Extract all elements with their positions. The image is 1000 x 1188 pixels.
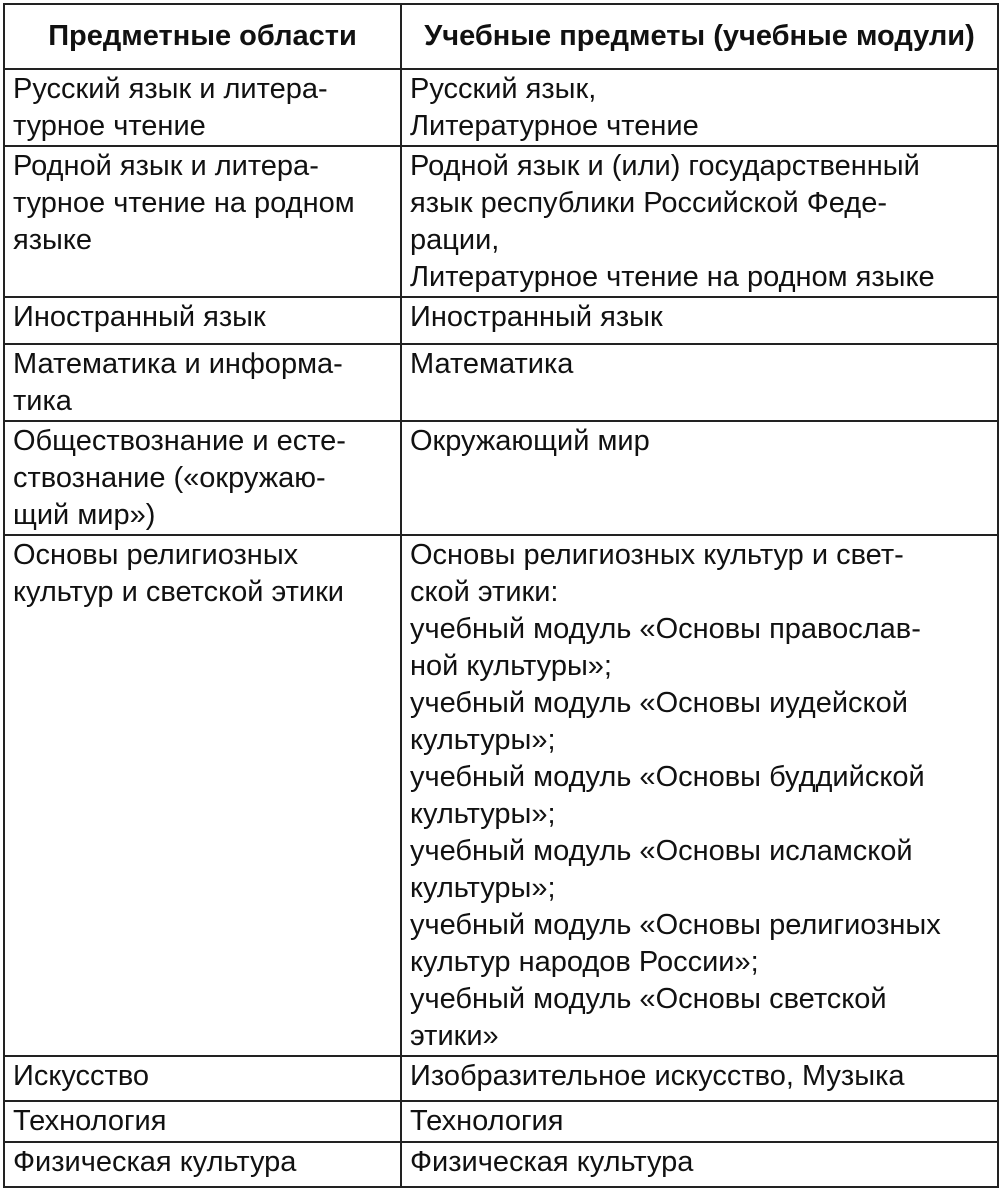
- area-cell: Искусство: [3, 1055, 402, 1102]
- table-row: Технология Технология: [3, 1100, 999, 1143]
- subjects-cell: Изобразительное искусство, Музыка: [400, 1055, 999, 1102]
- area-cell: Основы религиозных культур и светской эт…: [3, 534, 402, 1057]
- table-row: Иностранный язык Иностранный язык: [3, 296, 999, 345]
- subjects-cell: Физическая культура: [400, 1141, 999, 1188]
- area-cell: Обществознание и есте- ствознание («окру…: [3, 420, 402, 536]
- area-cell: Физическая культура: [3, 1141, 402, 1188]
- header-subject-areas: Предметные области: [3, 3, 402, 70]
- area-cell: Математика и информа- тика: [3, 343, 402, 422]
- subjects-cell: Технология: [400, 1100, 999, 1143]
- area-cell: Родной язык и литера- турное чтение на р…: [3, 145, 402, 298]
- header-subjects: Учебные предметы (учебные модули): [400, 3, 999, 70]
- area-cell: Иностранный язык: [3, 296, 402, 345]
- table-row: Физическая культура Физическая культура: [3, 1141, 999, 1188]
- subjects-cell: Родной язык и (или) государственный язык…: [400, 145, 999, 298]
- table-row: Родной язык и литера- турное чтение на р…: [3, 145, 999, 298]
- table-row: Обществознание и есте- ствознание («окру…: [3, 420, 999, 536]
- table-row: Основы религиозных культур и светской эт…: [3, 534, 999, 1057]
- subjects-cell: Математика: [400, 343, 999, 422]
- subjects-cell: Основы религиозных культур и свет- ской …: [400, 534, 999, 1057]
- table-row: Математика и информа- тика Математика: [3, 343, 999, 422]
- subjects-table: Предметные области Учебные предметы (уче…: [3, 3, 999, 1188]
- table-header-row: Предметные области Учебные предметы (уче…: [3, 3, 999, 70]
- subjects-cell: Русский язык, Литературное чтение: [400, 68, 999, 147]
- table-row: Русский язык и литера- турное чтение Рус…: [3, 68, 999, 147]
- subjects-cell: Окружающий мир: [400, 420, 999, 536]
- table-row: Искусство Изобразительное искусство, Муз…: [3, 1055, 999, 1102]
- area-cell: Технология: [3, 1100, 402, 1143]
- area-cell: Русский язык и литера- турное чтение: [3, 68, 402, 147]
- subjects-cell: Иностранный язык: [400, 296, 999, 345]
